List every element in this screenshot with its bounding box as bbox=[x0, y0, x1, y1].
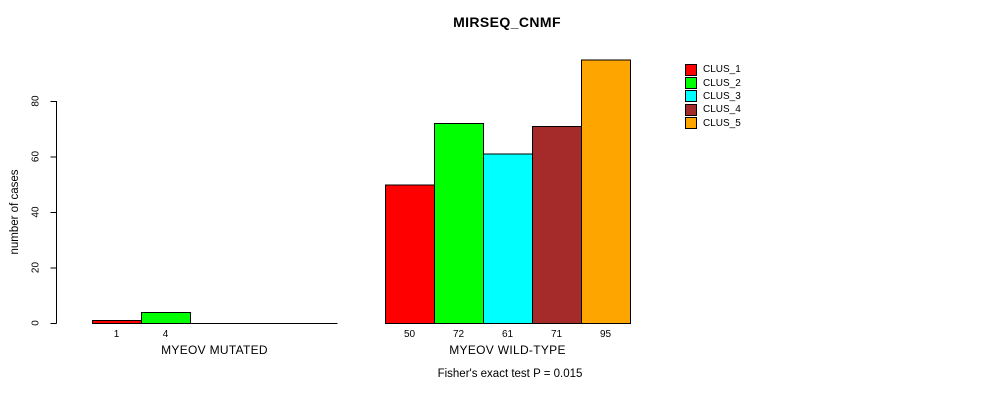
bar-clus_2-group1 bbox=[141, 311, 191, 324]
x-group-label: MYEOV MUTATED bbox=[161, 343, 268, 357]
bar-value-label: 72 bbox=[453, 329, 465, 340]
y-tick-label: 20 bbox=[31, 262, 42, 274]
legend-swatch bbox=[685, 117, 697, 130]
legend-item: CLUS_1 bbox=[685, 63, 741, 76]
legend: CLUS_1 CLUS_2 CLUS_3 CLUS_4 CLUS_5 bbox=[685, 63, 741, 130]
bar-value-label: 4 bbox=[163, 329, 169, 340]
legend-swatch bbox=[685, 90, 697, 103]
legend-label: CLUS_3 bbox=[703, 90, 741, 102]
legend-label: CLUS_1 bbox=[703, 64, 741, 76]
y-tick-label: 60 bbox=[31, 151, 42, 163]
y-tick-label: 80 bbox=[31, 95, 42, 107]
bar-clus_2-group2 bbox=[434, 123, 484, 324]
bar-clus_4-group2 bbox=[532, 125, 582, 324]
y-tick-label: 0 bbox=[31, 320, 42, 326]
bar-value-label: 50 bbox=[404, 329, 416, 340]
legend-label: CLUS_2 bbox=[703, 77, 741, 89]
bar-clus_1-group1 bbox=[92, 320, 142, 325]
bar-value-label: 71 bbox=[551, 329, 563, 340]
legend-swatch bbox=[685, 103, 697, 116]
legend-swatch bbox=[685, 63, 697, 76]
bar-clus_5-group2 bbox=[581, 59, 631, 324]
bar-value-label: 61 bbox=[502, 329, 514, 340]
y-tick-label: 40 bbox=[31, 206, 42, 218]
legend-item: CLUS_5 bbox=[685, 117, 741, 130]
fisher-test-annotation: Fisher's exact test P = 0.015 bbox=[437, 368, 583, 380]
legend-swatch bbox=[685, 77, 697, 90]
x-group-label: MYEOV WILD-TYPE bbox=[449, 343, 566, 357]
bar-clus_3-group2 bbox=[483, 153, 533, 324]
bar-value-label: 1 bbox=[114, 329, 120, 340]
legend-item: CLUS_4 bbox=[685, 103, 741, 116]
bar-value-label: 95 bbox=[600, 329, 612, 340]
chart-title: MIRSEQ_CNMF bbox=[453, 14, 561, 30]
legend-label: CLUS_5 bbox=[703, 117, 741, 129]
legend-item: CLUS_2 bbox=[685, 76, 741, 90]
legend-label: CLUS_4 bbox=[703, 104, 741, 116]
bar-clus_1-group2 bbox=[385, 184, 435, 324]
legend-item: CLUS_3 bbox=[685, 90, 741, 103]
